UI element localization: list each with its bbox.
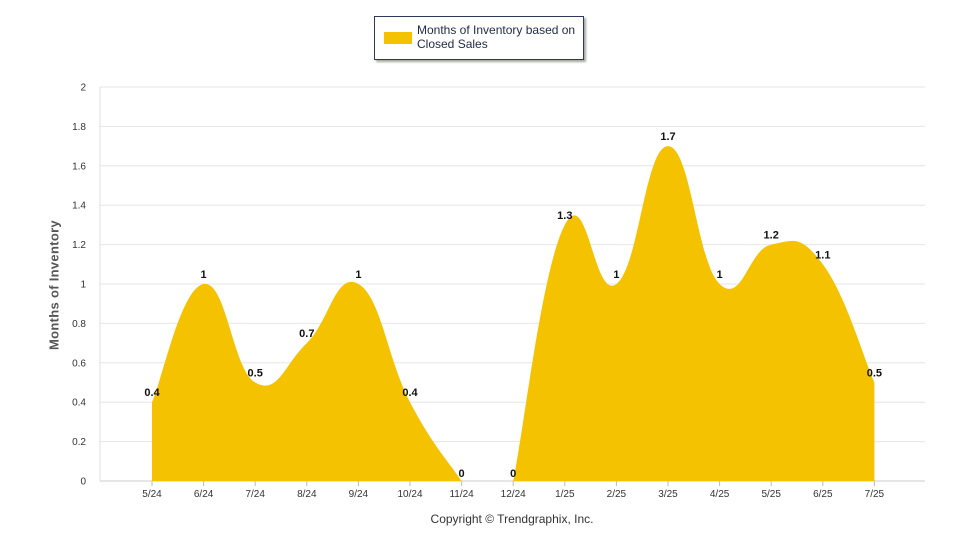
- x-tick-label: 8/24: [297, 489, 317, 500]
- x-tick-label: 5/25: [761, 489, 781, 500]
- data-label: 0.5: [867, 368, 882, 380]
- legend-label: Months of Inventory based on Closed Sale…: [417, 23, 576, 51]
- data-label: 1.1: [815, 249, 830, 261]
- y-tick-label: 1.8: [72, 122, 86, 133]
- x-tick-label: 12/24: [501, 489, 526, 500]
- area-series: [152, 281, 462, 481]
- x-tick-label: 6/24: [194, 489, 214, 500]
- data-label: 1: [613, 269, 619, 281]
- y-tick-label: 0.8: [72, 319, 86, 330]
- legend-swatch: [384, 32, 412, 44]
- x-tick-label: 6/25: [813, 489, 833, 500]
- x-tick-label: 10/24: [397, 489, 422, 500]
- data-label: 1: [717, 269, 723, 281]
- y-tick-label: 2: [80, 83, 86, 94]
- x-tick-label: 4/25: [710, 489, 730, 500]
- y-tick-label: 0.4: [72, 398, 86, 409]
- y-tick-label: 1.4: [72, 201, 86, 212]
- y-tick-label: 0: [80, 477, 86, 488]
- y-tick-label: 0.6: [72, 358, 86, 369]
- x-tick-label: 7/25: [865, 489, 885, 500]
- area-series: [513, 146, 875, 481]
- data-label: 0.4: [402, 387, 418, 399]
- legend: Months of Inventory based on Closed Sale…: [374, 16, 584, 60]
- data-label: 0: [459, 468, 465, 480]
- x-tick-label: 5/24: [142, 489, 162, 500]
- x-tick-label: 2/25: [607, 489, 627, 500]
- data-label: 1: [201, 269, 207, 281]
- y-tick-label: 1.2: [72, 240, 86, 251]
- data-label: 1.2: [764, 230, 779, 242]
- x-tick-label: 1/25: [555, 489, 575, 500]
- x-tick-label: 3/25: [658, 489, 678, 500]
- y-tick-label: 1: [80, 280, 86, 291]
- data-label: 1.7: [660, 131, 675, 143]
- x-tick-label: 11/24: [449, 489, 474, 500]
- x-tick-label: 9/24: [349, 489, 369, 500]
- data-label: 1.3: [557, 210, 572, 222]
- data-label: 0.4: [144, 387, 160, 399]
- y-axis-title: Months of Inventory: [46, 220, 62, 350]
- data-label: 0.7: [299, 328, 314, 340]
- y-tick-label: 1.6: [72, 161, 86, 172]
- copyright-text: Copyright © Trendgraphix, Inc.: [430, 512, 594, 526]
- data-label: 0: [510, 468, 516, 480]
- x-tick-label: 7/24: [245, 489, 265, 500]
- y-tick-label: 0.2: [72, 437, 86, 448]
- data-label: 1: [355, 269, 361, 281]
- data-label: 0.5: [248, 368, 263, 380]
